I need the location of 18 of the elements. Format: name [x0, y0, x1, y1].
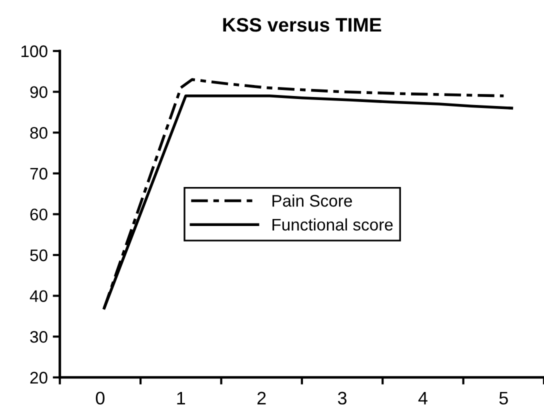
y-tick-label: 30 [30, 331, 48, 343]
legend-label: Pain Score [272, 194, 352, 207]
y-tick-label: 90 [30, 86, 48, 98]
x-tick-label: 3 [338, 392, 346, 405]
x-tick-label: 1 [177, 392, 186, 404]
y-tick-label: 60 [30, 208, 48, 220]
y-tick-label: 100 [22, 45, 48, 58]
y-tick-label: 70 [30, 168, 48, 180]
x-tick-label: 2 [257, 392, 266, 404]
y-tick-label: 80 [30, 127, 48, 139]
y-tick-label: 20 [30, 372, 48, 384]
x-tick-label: 4 [418, 392, 428, 404]
x-tick-label: 0 [96, 392, 104, 405]
legend-label: Functional score [272, 218, 393, 231]
x-tick-label: 5 [499, 392, 508, 405]
y-tick-label: 40 [30, 290, 48, 302]
chart-title: KSS versus TIME [223, 18, 382, 32]
y-tick-label: 50 [30, 249, 48, 262]
